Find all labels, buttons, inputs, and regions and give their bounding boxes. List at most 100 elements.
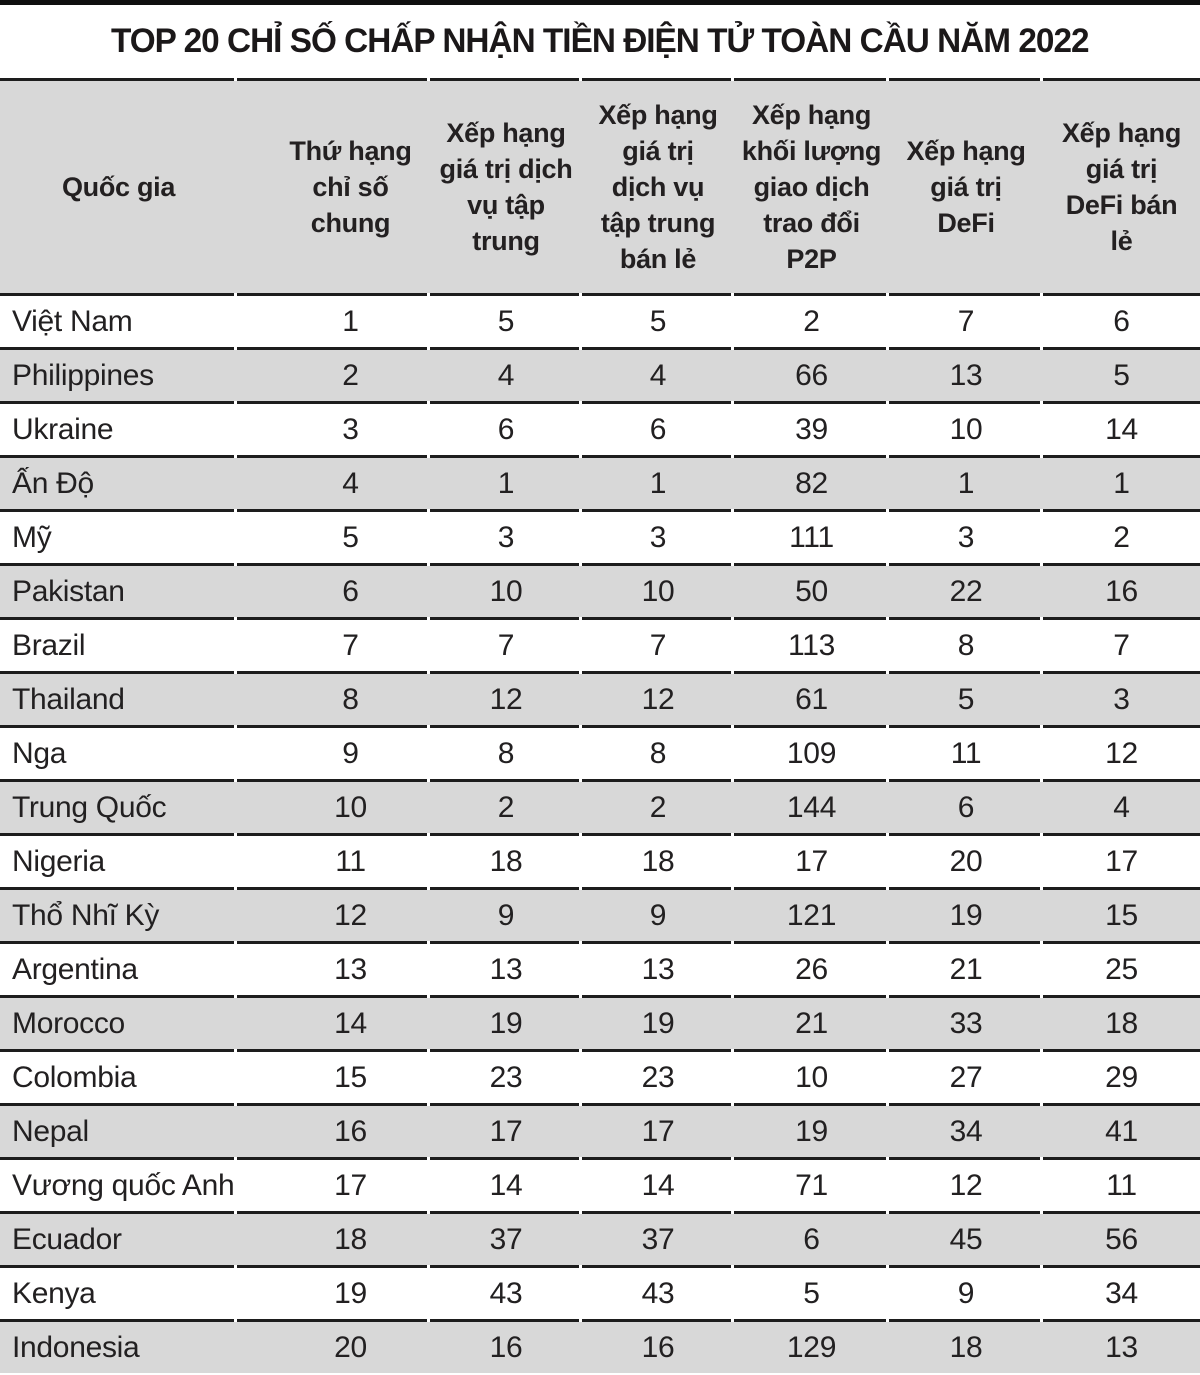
rule-segment xyxy=(582,671,734,674)
rule-segment xyxy=(582,887,734,890)
rank-cell: 18 xyxy=(334,1222,367,1256)
rule-segment xyxy=(430,725,582,728)
rank-cell: 144 xyxy=(786,790,837,824)
country-cell: Vương quốc Anh xyxy=(12,1168,235,1202)
rule-segment xyxy=(0,725,237,728)
rule-segment xyxy=(889,725,1043,728)
rank-cell: 13 xyxy=(489,952,523,986)
rank-cell: 20 xyxy=(334,1330,367,1364)
rank-cell: 10 xyxy=(334,790,367,824)
rule-segment xyxy=(582,941,734,944)
rule-segment xyxy=(0,1319,237,1322)
rank-cell: 71 xyxy=(795,1168,828,1202)
rank-cell: 45 xyxy=(949,1222,983,1256)
rank-cell: 111 xyxy=(789,520,834,554)
figure-title: TOP 20 CHỈ SỐ CHẤP NHẬN TIỀN ĐIỆN TỬ TOÀ… xyxy=(111,22,1090,60)
rank-cell: 13 xyxy=(334,952,367,986)
country-cell: Kenya xyxy=(12,1276,96,1310)
country-cell: Ấn Độ xyxy=(12,466,94,500)
rule-segment xyxy=(734,509,889,512)
rank-cell: 4 xyxy=(497,358,515,392)
rule-segment xyxy=(1043,563,1200,566)
row-separator-line xyxy=(0,617,1200,620)
rule-segment xyxy=(1043,293,1200,296)
rule-segment xyxy=(237,995,430,998)
rule-segment xyxy=(0,995,237,998)
table-row: Thailand 8 12 12 61 5 3 xyxy=(0,674,1200,725)
rule-segment xyxy=(0,347,237,350)
rank-cell: 10 xyxy=(949,412,983,446)
rule-segment xyxy=(734,887,889,890)
header-cell: Quốc gia xyxy=(61,172,176,202)
table-header-row: Quốc gia Thứ hạng chỉ số chung Xếp hạng gi… xyxy=(0,81,1200,293)
rule-segment xyxy=(1043,1049,1200,1052)
rule-segment xyxy=(734,833,889,836)
rule-segment xyxy=(430,1319,582,1322)
country-cell: Nga xyxy=(12,736,67,770)
rank-cell: 13 xyxy=(641,952,675,986)
rank-cell: 7 xyxy=(1113,628,1130,662)
top-border-bar xyxy=(0,0,1200,5)
table-row: Việt Nam 1 5 5 2 7 6 xyxy=(0,296,1200,347)
rule-segment xyxy=(1043,347,1200,350)
rule-segment xyxy=(734,671,889,674)
rule-segment xyxy=(237,617,430,620)
rule-segment xyxy=(237,1265,430,1268)
rank-cell: 11 xyxy=(335,844,366,878)
rule-segment xyxy=(889,833,1043,836)
rank-cell: 18 xyxy=(641,844,675,878)
rule-segment xyxy=(430,1211,582,1214)
rank-cell: 129 xyxy=(786,1330,837,1364)
rule-segment xyxy=(734,1157,889,1160)
rule-segment xyxy=(237,887,430,890)
rule-segment xyxy=(0,563,237,566)
header-underline xyxy=(0,293,1200,296)
rule-segment xyxy=(1043,509,1200,512)
rule-segment xyxy=(1043,995,1200,998)
rule-segment xyxy=(582,293,734,296)
row-separator-line xyxy=(0,1103,1200,1106)
rank-cell: 4 xyxy=(342,466,359,500)
rule-segment xyxy=(1043,1265,1200,1268)
rank-cell: 113 xyxy=(788,628,835,662)
rule-segment xyxy=(430,1157,582,1160)
row-separator-line xyxy=(0,887,1200,890)
rank-cell: 3 xyxy=(649,520,667,554)
rank-cell: 25 xyxy=(1105,952,1138,986)
row-separator-line xyxy=(0,455,1200,458)
table-row: Nigeria 11 18 18 17 20 17 xyxy=(0,836,1200,887)
rule-segment xyxy=(582,617,734,620)
rule-segment xyxy=(0,1103,237,1106)
rule-segment xyxy=(430,401,582,404)
row-separator-line xyxy=(0,347,1200,350)
rank-cell: 50 xyxy=(795,574,828,608)
rank-cell: 19 xyxy=(641,1006,675,1040)
rank-cell: 14 xyxy=(641,1168,675,1202)
rule-segment xyxy=(430,833,582,836)
rule-segment xyxy=(889,347,1043,350)
rule-segment xyxy=(582,347,734,350)
rank-cell: 17 xyxy=(1105,844,1138,878)
rule-segment xyxy=(734,455,889,458)
rule-segment xyxy=(237,779,430,782)
table-row: Ukraine 3 6 6 39 10 14 xyxy=(0,404,1200,455)
country-cell: Ukraine xyxy=(12,412,114,446)
rule-segment xyxy=(0,78,237,81)
rank-cell: 4 xyxy=(1113,790,1130,824)
country-cell: Philippines xyxy=(12,358,154,392)
rule-segment xyxy=(889,455,1043,458)
rank-cell: 14 xyxy=(1105,412,1138,446)
rank-cell: 2 xyxy=(342,358,359,392)
table-row: Pakistan 6 10 10 50 22 16 xyxy=(0,566,1200,617)
rule-segment xyxy=(0,941,237,944)
rank-cell: 14 xyxy=(334,1006,367,1040)
rule-segment xyxy=(430,617,582,620)
rule-segment xyxy=(237,1049,430,1052)
rank-cell: 12 xyxy=(949,1168,983,1202)
rule-segment xyxy=(889,563,1043,566)
rank-cell: 12 xyxy=(641,682,675,716)
rank-cell: 39 xyxy=(795,412,828,446)
rule-segment xyxy=(237,1103,430,1106)
rank-cell: 13 xyxy=(949,358,983,392)
rank-cell: 5 xyxy=(497,304,515,338)
